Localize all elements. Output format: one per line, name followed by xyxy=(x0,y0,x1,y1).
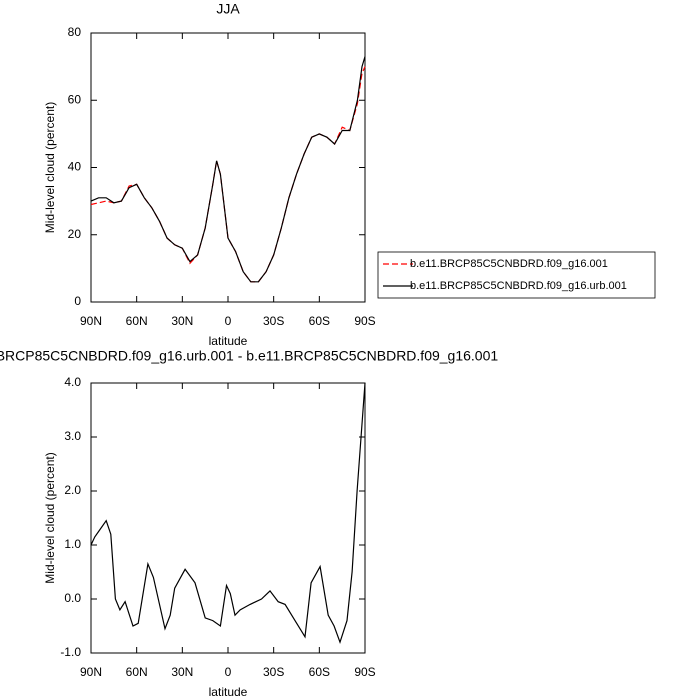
x-tick-label: 0 xyxy=(225,665,232,679)
x-tick-label: 30N xyxy=(171,314,193,328)
series-line xyxy=(90,382,366,645)
y-tick-label: 2.0 xyxy=(64,483,81,497)
y-tick-label: 40 xyxy=(68,160,82,174)
y-tick-label: 0 xyxy=(74,294,81,308)
x-tick-label: 60S xyxy=(309,665,330,679)
y-tick-label: 0.0 xyxy=(64,591,81,605)
y-tick-label: 20 xyxy=(68,227,82,241)
y-tick-label: 80 xyxy=(68,25,82,39)
x-axis-label: latitude xyxy=(209,685,248,699)
chart-title: JJA xyxy=(216,1,240,17)
x-tick-label: 30S xyxy=(263,314,284,328)
x-tick-label: 60N xyxy=(126,665,148,679)
x-tick-label: 60S xyxy=(309,314,330,328)
x-axis-label: latitude xyxy=(209,334,248,348)
chart-title: b.e11.BRCP85C5CNBDRD.f09_g16.urb.001 - b… xyxy=(0,348,498,364)
legend-label: b.e11.BRCP85C5CNBDRD.f09_g16.001 xyxy=(410,258,608,270)
x-tick-label: 90S xyxy=(354,665,375,679)
x-tick-label: 0 xyxy=(225,314,232,328)
x-tick-label: 30N xyxy=(171,665,193,679)
y-tick-label: 1.0 xyxy=(64,537,81,551)
y-tick-label: 60 xyxy=(68,92,82,106)
x-tick-label: 90N xyxy=(80,314,102,328)
legend-label: b.e11.BRCP85C5CNBDRD.f09_g16.urb.001 xyxy=(410,280,627,292)
y-tick-label: 4.0 xyxy=(64,375,81,389)
y-axis-label: Mid-level cloud (percent) xyxy=(43,452,57,583)
x-tick-label: 90S xyxy=(354,314,375,328)
x-tick-label: 90N xyxy=(80,665,102,679)
x-tick-label: 60N xyxy=(126,314,148,328)
plot-frame xyxy=(90,32,366,303)
series-line xyxy=(90,56,366,283)
plot-frame xyxy=(90,382,366,654)
legend-box xyxy=(377,251,656,299)
y-axis-label: Mid-level cloud (percent) xyxy=(43,102,57,233)
x-tick-label: 30S xyxy=(263,665,284,679)
y-tick-label: 3.0 xyxy=(64,429,81,443)
series-line xyxy=(90,66,366,283)
y-tick-label: -1.0 xyxy=(60,645,81,659)
